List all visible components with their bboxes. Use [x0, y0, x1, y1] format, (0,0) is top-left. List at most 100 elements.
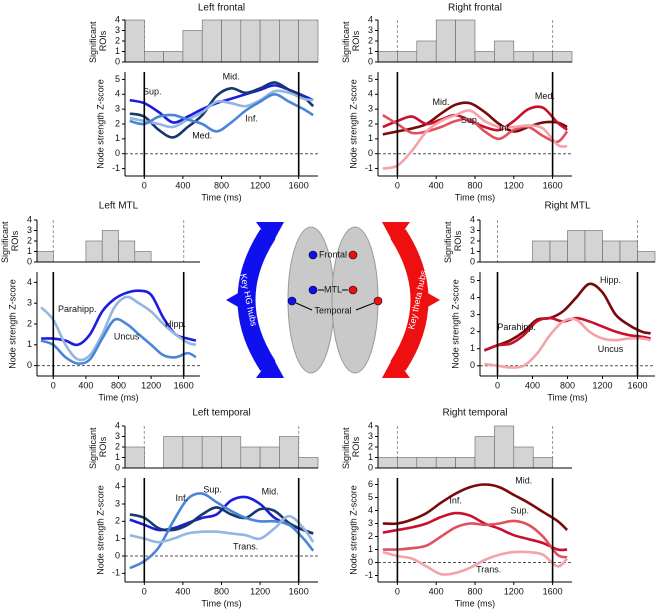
y-tick-label: 1 — [368, 46, 373, 56]
y-tick-label: 3 — [27, 225, 32, 235]
bar — [163, 51, 184, 63]
series-line — [129, 92, 314, 133]
y-tick-label: 0 — [368, 148, 373, 158]
bar — [163, 436, 184, 469]
bar — [182, 30, 203, 63]
y-tick-label: 2 — [27, 318, 32, 328]
y-tick-label: 1 — [368, 133, 373, 143]
bar — [435, 19, 456, 63]
bar — [513, 51, 534, 63]
y-tick-label: 1 — [115, 46, 120, 56]
bar — [455, 457, 476, 469]
x-tick-label: 0 — [142, 586, 147, 596]
region-label: MTL — [324, 284, 342, 294]
x-axis-label: Time (ms) — [547, 392, 587, 402]
y-tick-label: 1 — [470, 343, 475, 353]
y-tick-label: 2 — [115, 441, 120, 451]
series-line — [40, 295, 197, 362]
y-tick-label: 4 — [368, 89, 373, 99]
y-tick-label: 4 — [115, 89, 120, 99]
y-tick-label: 5 — [368, 74, 373, 84]
x-tick-label: 1600 — [289, 586, 309, 596]
line-annotation: Inf. — [245, 114, 258, 124]
y-tick-label: 0 — [115, 148, 120, 158]
bar — [637, 251, 656, 263]
bar — [279, 19, 299, 63]
x-axis-label: Time (ms) — [455, 598, 495, 608]
line-annotation: Trans. — [233, 542, 258, 552]
bar — [494, 40, 515, 63]
bar — [201, 436, 222, 469]
y-tick-label: 2 — [27, 235, 32, 245]
y-tick-label: 4 — [470, 214, 475, 224]
x-tick-label: 0 — [142, 180, 147, 190]
line-annotation: Uncus — [114, 331, 140, 341]
brain: Frontal MTL Temporal — [287, 226, 383, 374]
bar — [298, 19, 319, 63]
x-tick-label: 0 — [395, 586, 400, 596]
bar — [118, 240, 136, 263]
bar — [416, 457, 437, 469]
bar — [513, 446, 534, 469]
connector — [295, 302, 313, 311]
series-line — [382, 101, 568, 136]
bar — [101, 230, 119, 263]
line-annotation: Hipp. — [600, 275, 621, 285]
series-line — [484, 317, 651, 369]
y-tick-label: 1 — [368, 452, 373, 462]
y-tick-label: 3 — [470, 309, 475, 319]
y-tick-label: 0 — [470, 256, 475, 266]
y-axis-label: Node strength Z-score — [7, 279, 17, 369]
panel-title: Left frontal — [198, 3, 245, 14]
region-label: Temporal — [314, 305, 351, 315]
region-label: Frontal — [319, 249, 347, 259]
bar — [134, 251, 152, 263]
bar — [240, 19, 261, 63]
y-tick-label: 0 — [368, 462, 373, 472]
x-tick-label: 800 — [467, 180, 482, 190]
series-line — [40, 317, 197, 365]
y-tick-label: 0 — [470, 360, 475, 370]
series-line — [382, 109, 568, 170]
line-annotation: Inf. — [449, 495, 462, 505]
bar — [397, 51, 418, 63]
y-tick-label: -1 — [365, 570, 373, 580]
x-tick-label: 1200 — [141, 380, 161, 390]
x-tick-label: 400 — [175, 586, 190, 596]
panel-title: Left temporal — [192, 408, 250, 419]
y-axis-label: Node strength Z-score — [348, 485, 358, 575]
bar — [259, 446, 280, 469]
bar — [584, 230, 603, 263]
line-annotation: Sup. — [511, 505, 530, 515]
line-annotation: Parahipp. — [497, 322, 536, 332]
y-tick-label: 1 — [115, 133, 120, 143]
y-tick-label: 0 — [27, 256, 32, 266]
bar — [532, 240, 551, 263]
line-annotation: Med. — [192, 130, 212, 140]
y-tick-label: 3 — [27, 298, 32, 308]
x-tick-label: 0 — [51, 380, 56, 390]
bar — [124, 19, 145, 63]
bar — [279, 436, 299, 469]
x-tick-label: 1200 — [504, 586, 524, 596]
y-tick-label: 4 — [470, 292, 475, 302]
y-tick-label: 4 — [115, 420, 120, 430]
y-tick-label: 1 — [368, 544, 373, 554]
bar — [474, 51, 495, 63]
y-tick-label: 3 — [115, 25, 120, 35]
x-axis-label: Time (ms) — [201, 598, 241, 608]
line-annotation: Uncus — [598, 344, 624, 354]
panel-title: Left MTL — [99, 201, 139, 212]
series-line — [129, 514, 315, 544]
line-annotation: Parahipp. — [58, 304, 97, 314]
line-annotation: Mid. — [262, 486, 279, 496]
y-tick-label: 4 — [27, 277, 32, 287]
series-line — [129, 506, 314, 535]
series-line — [382, 511, 568, 552]
x-tick-label: 400 — [429, 180, 444, 190]
line-annotation: Sup. — [143, 87, 162, 97]
bar — [602, 240, 621, 263]
y-axis-label: Node strength Z-score — [95, 79, 105, 169]
bar — [85, 240, 103, 263]
arrow-head — [426, 292, 440, 308]
